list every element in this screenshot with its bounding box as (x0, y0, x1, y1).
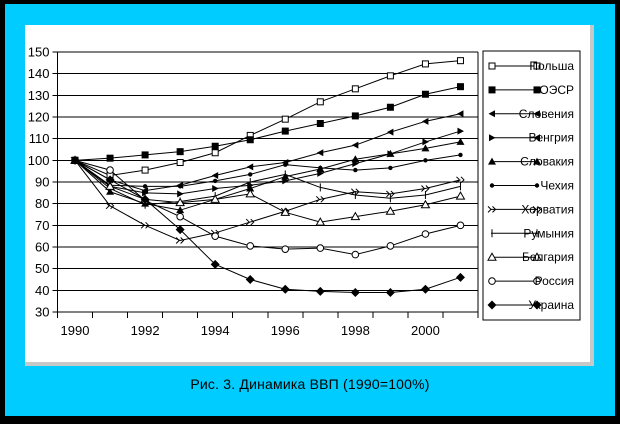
svg-text:40: 40 (35, 283, 49, 298)
legend-item-hungary: Венгрия (489, 131, 574, 145)
svg-text:2000: 2000 (411, 323, 440, 338)
svg-text:1998: 1998 (341, 323, 370, 338)
svg-text:Чехия: Чехия (540, 179, 574, 193)
legend-item-romania: Румыния (491, 226, 574, 240)
svg-text:1990: 1990 (61, 323, 90, 338)
series-poland (71, 57, 464, 179)
svg-text:ОЭСР: ОЭСР (539, 83, 574, 97)
svg-text:50: 50 (35, 261, 49, 276)
svg-text:Хорватия: Хорватия (521, 202, 574, 216)
svg-text:30: 30 (35, 305, 49, 320)
svg-text:150: 150 (28, 45, 50, 60)
svg-text:Румыния: Румыния (523, 226, 574, 240)
svg-text:Венгрия: Венгрия (528, 131, 574, 145)
legend-item-slovakia: Словакия (488, 155, 574, 169)
series-croatia (70, 156, 465, 244)
legend-item-czechia: Чехия (489, 179, 574, 193)
svg-text:Словения: Словения (519, 107, 574, 121)
legend-item-croatia: Хорватия (487, 202, 574, 216)
svg-text:120: 120 (28, 110, 50, 125)
svg-text:100: 100 (28, 153, 50, 168)
svg-text:1994: 1994 (201, 323, 230, 338)
svg-text:1996: 1996 (271, 323, 300, 338)
legend-item-oecd: ОЭСР (488, 83, 574, 97)
chart-panel: 30 40 50 60 70 80 90 100 110 120 130 140 150 1990 1992… (25, 25, 594, 366)
legend-item-russia: Россия (488, 274, 574, 288)
gdp-chart: 30 40 50 60 70 80 90 100 110 120 130 140 150 1990 1992… (28, 45, 581, 338)
svg-text:90: 90 (35, 175, 49, 190)
svg-text:60: 60 (35, 240, 49, 255)
legend: Польша ОЭСР Словения Венгрия Словакия Чехия Хо… (482, 50, 581, 321)
svg-text:1992: 1992 (131, 323, 160, 338)
svg-text:110: 110 (29, 131, 50, 146)
svg-text:Словакия: Словакия (520, 155, 574, 169)
svg-text:Украина: Украина (528, 298, 574, 312)
series-ukraine (70, 155, 465, 297)
svg-text:140: 140 (28, 66, 50, 81)
y-axis: 30 40 50 60 70 80 90 100 110 120 130 140 150 (28, 45, 58, 320)
svg-text:Болгария: Болгария (522, 250, 574, 264)
gridlines (57, 51, 479, 313)
svg-text:80: 80 (35, 196, 49, 211)
legend-item-slovenia: Словения (488, 107, 574, 121)
chart-caption: Рис. 3. Динамика ВВП (1990=100%) (190, 376, 430, 392)
cyan-background-panel: 30 40 50 60 70 80 90 100 110 120 130 140 150 1990 1992… (5, 4, 615, 416)
series-hungary (72, 127, 464, 198)
svg-text:130: 130 (28, 88, 50, 103)
svg-text:Польша: Польша (529, 59, 574, 73)
legend-item-bulgaria: Болгария (487, 250, 574, 264)
svg-text:70: 70 (35, 218, 49, 233)
legend-item-ukraine: Украина (487, 298, 574, 312)
svg-text:Россия: Россия (535, 274, 574, 288)
legend-item-poland: Польша (488, 59, 574, 73)
x-axis: 1990 1992 1994 1996 1998 2000 (57, 312, 479, 338)
